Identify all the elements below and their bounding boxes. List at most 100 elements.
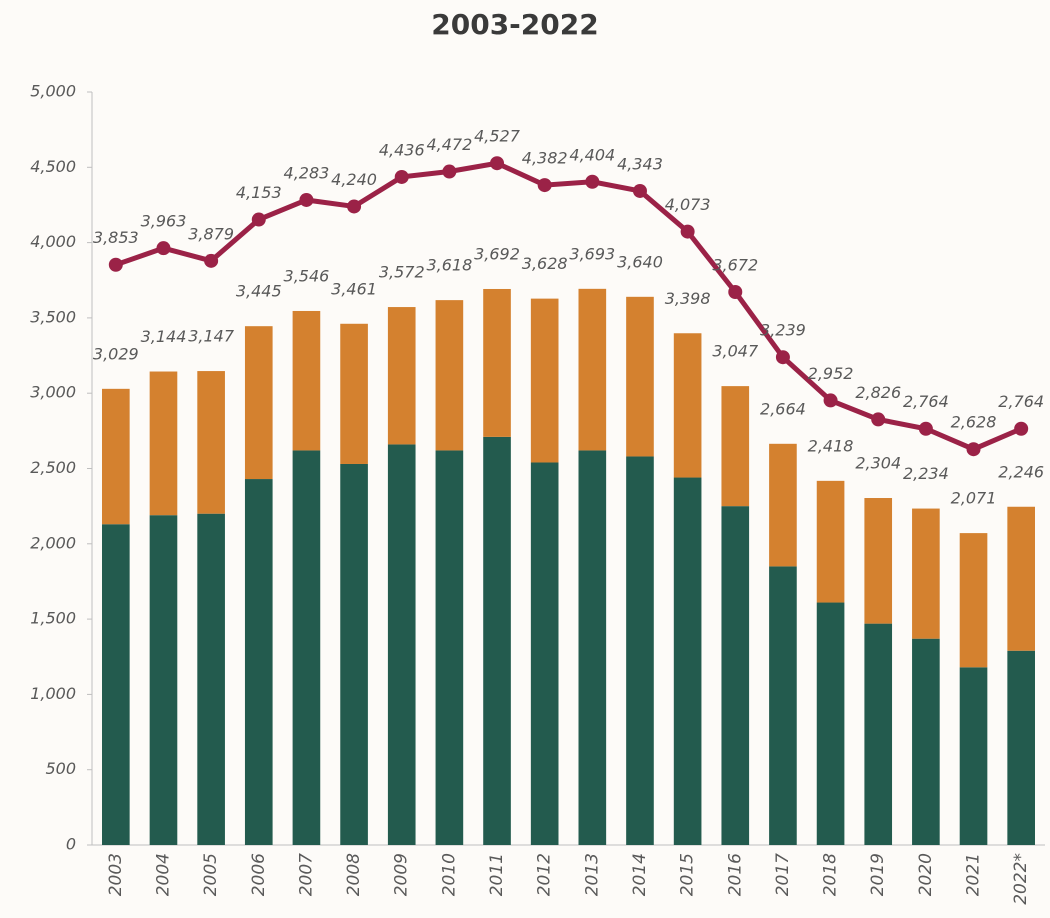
line-point <box>1014 421 1029 436</box>
total-label: 3,047 <box>712 342 759 361</box>
total-label: 3,546 <box>284 266 330 285</box>
bar-segment <box>673 333 702 478</box>
bar-segment <box>769 443 797 567</box>
bar-segment <box>244 326 273 480</box>
x-tick-label: 2016 <box>725 853 745 896</box>
total-label: 3,693 <box>569 244 615 263</box>
bar-segment <box>530 298 559 463</box>
line-label: 3,879 <box>188 224 234 243</box>
x-tick-label: 2017 <box>773 853 793 896</box>
line-label: 2,764 <box>998 392 1044 411</box>
total-label: 2,304 <box>855 454 901 473</box>
bar-segment <box>197 371 225 514</box>
line-label: 2,826 <box>855 383 901 402</box>
total-label: 3,147 <box>188 327 235 346</box>
bar-segment <box>102 388 130 525</box>
line-point <box>823 393 838 408</box>
line-label: 3,963 <box>141 212 187 231</box>
bar-segment <box>864 623 893 845</box>
x-tick-label: 2010 <box>439 853 459 896</box>
bar-segment <box>387 307 416 445</box>
x-tick-label: 2020 <box>916 853 936 896</box>
total-label: 3,640 <box>617 252 663 271</box>
y-tick-label: 5,000 <box>30 82 76 101</box>
total-label: 3,445 <box>236 282 282 301</box>
bar-segment <box>244 479 273 845</box>
line-label: 4,436 <box>379 140 425 159</box>
total-label: 2,246 <box>998 462 1044 481</box>
line-point <box>680 224 695 239</box>
line-point <box>537 178 552 193</box>
total-label: 2,071 <box>951 489 997 508</box>
line-label: 2,764 <box>903 392 949 411</box>
y-tick-label: 500 <box>45 759 76 778</box>
bar-segment <box>578 288 607 451</box>
y-tick-label: 4,500 <box>30 157 76 176</box>
bar-segment <box>1007 506 1035 651</box>
bar-segment <box>530 462 559 845</box>
line-point <box>918 421 933 436</box>
bar-segment <box>340 463 368 845</box>
x-tick-label: 2021 <box>964 853 984 896</box>
line-point <box>156 241 171 256</box>
bar-segment <box>912 638 940 845</box>
bar-segment <box>912 508 940 639</box>
line-point <box>394 169 409 184</box>
line-point <box>966 442 981 457</box>
bar-segment <box>292 310 321 451</box>
y-tick-label: 1,500 <box>30 609 76 628</box>
line-label: 4,472 <box>426 135 472 154</box>
x-tick-label: 2019 <box>868 853 888 896</box>
bar-segment <box>816 480 845 603</box>
line-label: 3,672 <box>712 255 758 274</box>
x-tick-label: 2003 <box>106 853 126 896</box>
line-point <box>871 412 886 427</box>
line-label: 4,382 <box>522 149 568 168</box>
line-point <box>347 199 362 214</box>
line-point <box>299 192 314 207</box>
x-tick-label: 2007 <box>296 853 316 896</box>
bar-segment <box>721 506 750 845</box>
total-label: 3,461 <box>331 279 377 298</box>
y-tick-label: 4,000 <box>30 232 76 251</box>
total-label: 2,664 <box>760 399 806 418</box>
bar-segment <box>387 444 416 845</box>
y-tick-label: 3,000 <box>30 383 76 402</box>
total-label: 2,234 <box>903 464 949 483</box>
line-point <box>108 257 123 272</box>
bar-segment <box>626 296 654 457</box>
bar-segment <box>435 450 464 845</box>
bar-segment <box>721 386 750 507</box>
total-label: 3,144 <box>141 327 187 346</box>
bar-segment <box>102 524 130 845</box>
line-label: 4,240 <box>331 170 377 189</box>
x-tick-label: 2009 <box>392 853 412 896</box>
y-tick-label: 1,000 <box>30 684 76 703</box>
bar-segment <box>626 456 654 845</box>
line-point <box>585 174 600 189</box>
x-tick-label: 2015 <box>678 853 698 896</box>
chart-title: 2003-2022 <box>431 8 598 41</box>
y-tick-label: 2,500 <box>30 458 76 477</box>
line-label: 4,404 <box>569 145 615 164</box>
total-label: 3,572 <box>379 263 425 282</box>
x-tick-label: 2014 <box>630 853 650 896</box>
bar-segment <box>197 513 225 845</box>
bar-segment <box>816 602 845 845</box>
line-label: 3,239 <box>760 321 806 340</box>
line-label: 2,628 <box>951 413 997 432</box>
total-label: 3,692 <box>474 244 520 263</box>
total-label: 3,029 <box>93 344 139 363</box>
x-tick-label: 2018 <box>821 853 841 896</box>
bar-segment <box>149 371 178 516</box>
line-point <box>490 156 505 171</box>
total-label: 3,398 <box>665 289 711 308</box>
x-tick-label: 2006 <box>249 853 269 896</box>
total-label: 2,418 <box>808 436 854 455</box>
line-point <box>632 183 647 198</box>
x-tick-label: 2012 <box>535 853 555 896</box>
line-point <box>728 284 743 299</box>
line <box>115 160 1023 452</box>
